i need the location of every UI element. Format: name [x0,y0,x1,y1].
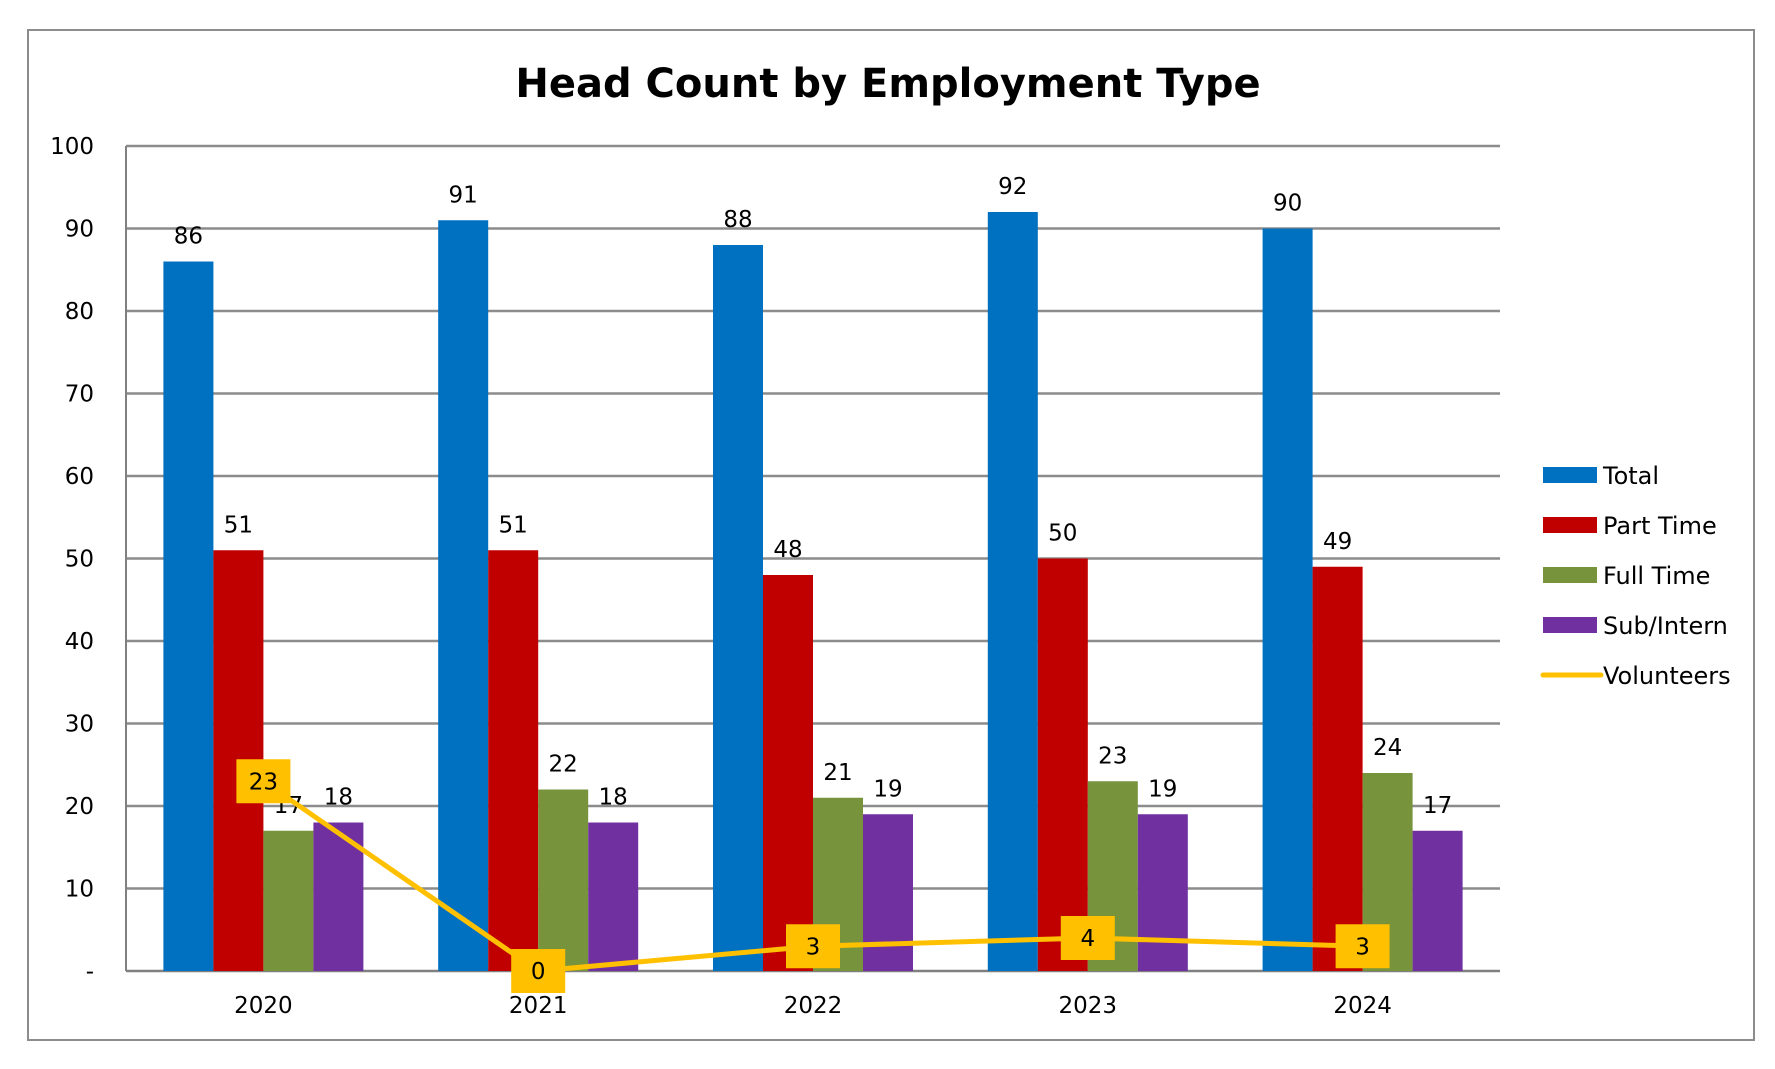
volunteers-line-layer: 23 0 3 4 3 [236,759,1390,993]
legend-label-full-time: Full Time [1603,562,1710,590]
legend-swatch-sub-intern [1543,617,1597,633]
y-axis: - 10 20 30 40 50 60 70 80 90 100 [50,134,94,985]
legend-label-volunteers: Volunteers [1603,662,1731,690]
bar-part-time [1037,558,1088,971]
legend-label-part-time: Part Time [1603,512,1717,540]
data-label-box-volunteers [1060,916,1115,960]
data-label-volunteers: 4 [1080,926,1095,952]
data-label-sub-intern: 18 [599,785,628,811]
bar-full-time [538,789,589,971]
data-label-full-time: 22 [549,752,578,778]
data-label-part-time: 51 [224,512,253,538]
legend-label-total: Total [1602,462,1659,490]
y-tick-label: 20 [65,794,94,820]
x-tick-label: 2021 [509,993,568,1019]
data-label-volunteers: 23 [249,769,278,795]
data-label-part-time: 49 [1323,529,1352,555]
data-label-total: 86 [174,224,203,250]
data-label-volunteers: 3 [1355,934,1370,960]
data-label-full-time: 24 [1373,735,1402,761]
y-tick-label: - [86,959,94,985]
legend-swatch-total [1543,467,1597,483]
x-tick-label: 2024 [1333,993,1392,1019]
data-label-total: 92 [998,174,1027,200]
y-tick-label: 90 [65,217,94,243]
y-tick-label: 30 [65,712,94,738]
data-label-full-time: 23 [1098,743,1127,769]
data-label-total: 91 [449,182,478,208]
y-tick-label: 70 [65,382,94,408]
bar-total [438,220,489,971]
x-axis: 2020 2021 2022 2023 2024 [234,993,1392,1019]
data-label-sub-intern: 19 [873,776,902,802]
bar-sub-intern [1137,814,1188,971]
y-tick-label: 10 [65,877,94,903]
y-tick-label: 50 [65,547,94,573]
legend-swatch-full-time [1543,567,1597,583]
y-tick-label: 80 [65,299,94,325]
data-label-part-time: 50 [1048,521,1077,547]
data-label-sub-intern: 17 [1423,793,1452,819]
data-label-sub-intern: 19 [1148,776,1177,802]
y-tick-label: 60 [65,464,94,490]
data-label-box-volunteers [1335,924,1390,969]
legend-label-sub-intern: Sub/Intern [1603,612,1728,640]
bar-full-time [263,830,314,971]
y-tick-label: 100 [50,134,94,160]
data-label-part-time: 48 [773,537,802,563]
bar-part-time [763,575,813,971]
bar-total [987,212,1038,971]
x-tick-label: 2020 [234,993,293,1019]
data-label-full-time: 21 [823,760,852,786]
legend: Total Part Time Full Time Sub/Intern Volunte… [1540,462,1731,690]
data-label-volunteers: 3 [806,934,821,960]
data-label-box-volunteers [511,949,566,993]
bar-total [1262,228,1313,971]
bar-part-time [1312,566,1363,971]
chart-title: Head Count by Employment Type [515,61,1260,107]
data-label-box-volunteers [786,924,840,969]
data-label-volunteers: 0 [531,959,546,985]
x-tick-label: 2023 [1059,993,1118,1019]
data-label-total: 88 [723,207,752,233]
bar-total [713,245,763,971]
data-label-total: 90 [1273,191,1302,217]
data-label-sub-intern: 18 [324,785,353,811]
data-label-box-volunteers [236,759,291,804]
bar-total [163,261,214,971]
bar-sub-intern [863,814,913,971]
y-tick-label: 40 [65,629,94,655]
data-label-part-time: 51 [499,512,528,538]
bar-part-time [488,550,539,971]
bar-sub-intern [1412,830,1463,971]
x-tick-label: 2022 [784,993,843,1019]
legend-swatch-part-time [1543,517,1597,533]
bar-sub-intern [588,822,639,971]
